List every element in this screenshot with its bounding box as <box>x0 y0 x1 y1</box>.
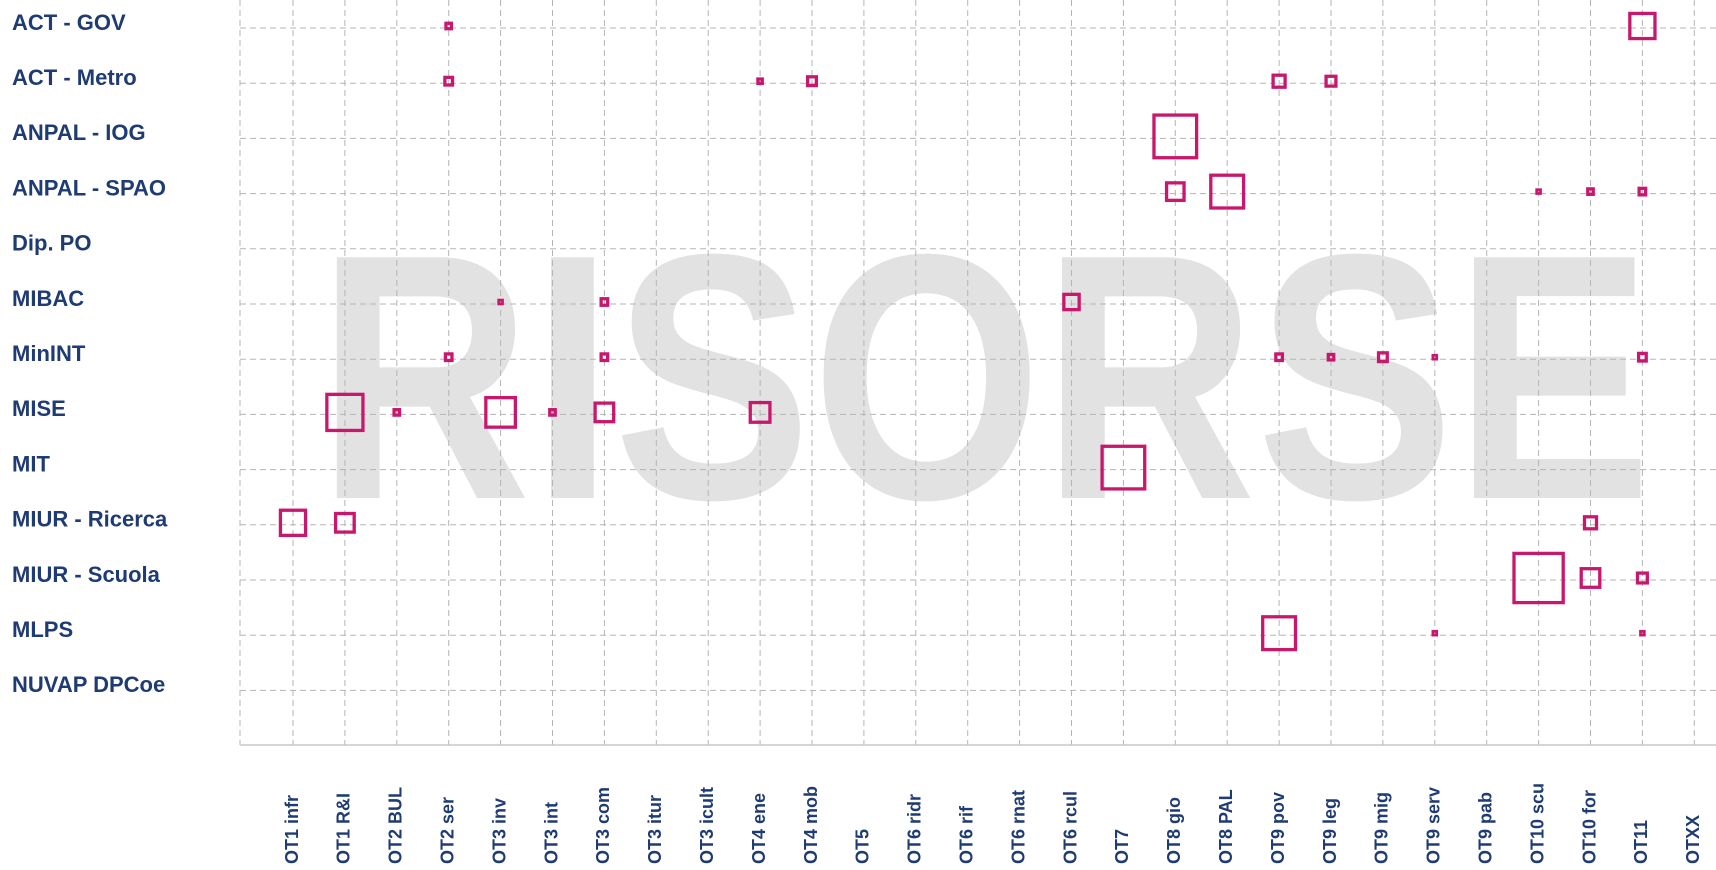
square <box>599 352 610 363</box>
square <box>1376 351 1389 364</box>
column-label: OT4 ene <box>749 793 769 864</box>
row-label: ACT - Metro <box>12 65 137 90</box>
column-label: OT10 scu <box>1527 783 1547 864</box>
row-label: MIUR - Ricerca <box>12 507 168 532</box>
square <box>1164 181 1186 202</box>
column-label: OT9 serv <box>1424 787 1444 864</box>
row-label: MIT <box>12 451 50 476</box>
column-label: OT3 itur <box>645 795 665 864</box>
row-label: ANPAL - SPAO <box>12 175 166 200</box>
watermark-layer: RISORSE <box>317 182 1652 573</box>
column-label: OT8 gio <box>1164 797 1184 864</box>
column-label: OT9 mig <box>1372 792 1392 864</box>
row-label: MLPS <box>12 617 73 642</box>
column-label: OT1 R&I <box>334 793 354 864</box>
column-label: OT9 leg <box>1320 798 1340 864</box>
square <box>805 75 819 88</box>
row-label: MISE <box>12 396 66 421</box>
column-label: OT9 pov <box>1268 792 1288 864</box>
square <box>1637 186 1648 197</box>
square <box>333 511 356 534</box>
column-label: OT10 for <box>1579 790 1599 864</box>
square <box>748 400 772 424</box>
column-label: OT7 <box>1112 829 1132 864</box>
square <box>1535 188 1542 195</box>
square <box>1582 515 1599 531</box>
column-label: OT3 icult <box>697 787 717 864</box>
column-label: OT2 ser <box>437 797 457 864</box>
column-label: OT3 com <box>593 787 613 864</box>
row-label: MIBAC <box>12 286 84 311</box>
square <box>325 392 365 433</box>
column-label: OT1 infr <box>282 795 302 864</box>
square <box>1326 352 1336 362</box>
row-label: MIUR - Scuola <box>12 562 161 587</box>
square <box>1586 187 1595 196</box>
row-label: NUVAP DPCoe <box>12 672 165 697</box>
column-label: OT6 rif <box>956 805 976 864</box>
column-label: OT11 <box>1631 820 1651 864</box>
square <box>1100 444 1147 491</box>
square <box>278 508 308 538</box>
column-label: OT6 ridr <box>905 794 925 864</box>
row-label: ANPAL - IOG <box>12 120 146 145</box>
square <box>1628 11 1657 41</box>
square <box>1324 74 1338 88</box>
square <box>497 298 504 306</box>
column-label: OT9 pab <box>1475 792 1495 864</box>
square <box>1431 353 1439 361</box>
row-label: MinINT <box>12 341 86 366</box>
square <box>1271 73 1287 89</box>
square <box>484 395 518 429</box>
column-label: OT4 mob <box>801 786 821 864</box>
square <box>756 77 764 86</box>
square <box>392 408 402 417</box>
column-label: OT6 rcul <box>1060 791 1080 864</box>
square <box>593 401 616 424</box>
watermark: RISORSE <box>317 182 1652 573</box>
square <box>1639 629 1646 637</box>
square <box>1431 629 1439 637</box>
row-label: Dip. PO <box>12 231 91 256</box>
square <box>1636 351 1648 363</box>
column-label: OTXX <box>1683 815 1703 864</box>
row-label: ACT - GOV <box>12 10 126 35</box>
square <box>1579 567 1602 589</box>
square <box>443 352 454 363</box>
column-label: OT2 BUL <box>386 787 406 864</box>
column-label: OT6 rnat <box>1008 790 1028 864</box>
square <box>599 297 610 307</box>
square <box>444 21 454 31</box>
square <box>548 408 557 417</box>
column-label: OT5 <box>853 829 873 864</box>
square <box>1152 113 1199 160</box>
square <box>1261 615 1298 652</box>
column-label: OT3 int <box>541 802 561 864</box>
square <box>1635 571 1649 585</box>
column-label: OT8 PAL <box>1216 789 1236 864</box>
square <box>1209 173 1246 210</box>
square <box>1274 352 1285 363</box>
square <box>1062 292 1081 312</box>
square <box>1512 551 1565 605</box>
column-label: OT3 inv <box>489 798 509 864</box>
square <box>443 75 455 87</box>
